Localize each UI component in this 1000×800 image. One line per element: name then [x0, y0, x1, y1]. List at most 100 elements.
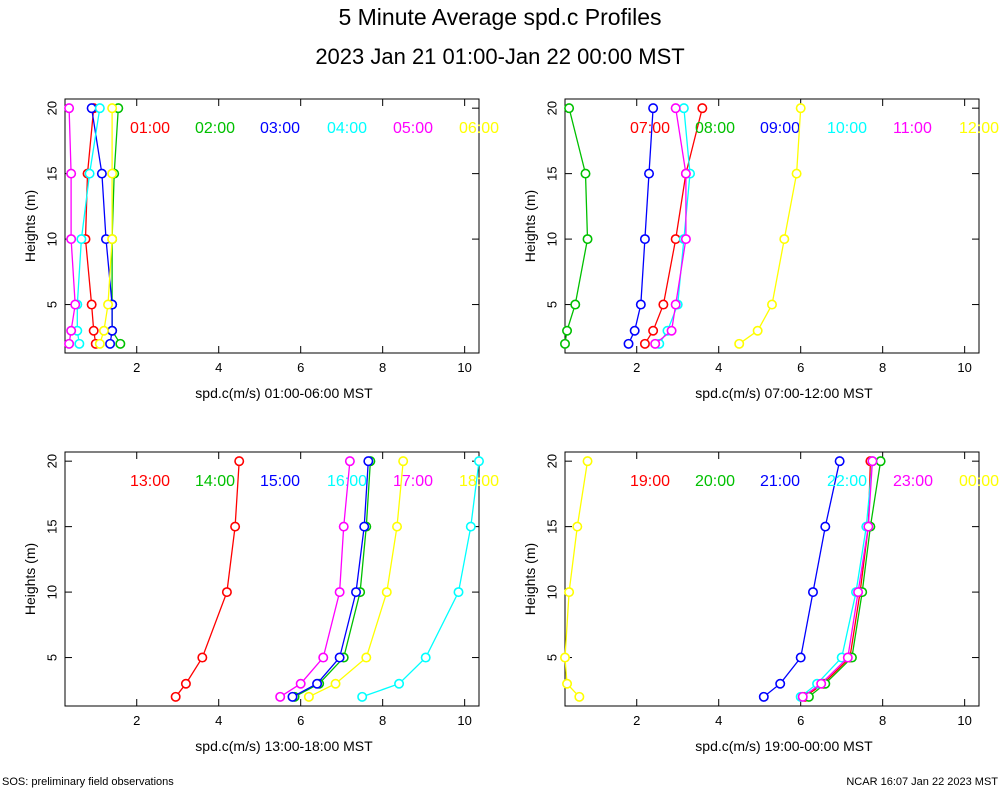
x-tick-label: 8 — [379, 360, 386, 375]
data-point-1800-h2 — [303, 691, 314, 702]
series-line-1100 — [654, 108, 687, 345]
legend-entry-1900: 19:00 — [630, 473, 670, 490]
data-point-0100-h3 — [88, 325, 99, 336]
data-point-0300-h2 — [105, 338, 116, 349]
legend-entry-0500: 05:00 — [393, 120, 433, 137]
data-point-2100-h3 — [775, 678, 786, 689]
x-tick-label: 10 — [957, 360, 971, 375]
data-point-1600-h5 — [420, 652, 431, 663]
data-point-1500-h2 — [287, 691, 298, 702]
chart-panel-3: 2 4 6 8 10 5 10 15 20 spd.c(m/s) 13:00-18:00 MST H… — [22, 451, 499, 754]
data-point-1800-h3 — [330, 678, 341, 689]
legend-entry-1500: 15:00 — [260, 473, 300, 490]
data-point-0700-h20 — [697, 103, 708, 114]
series-line-1600 — [361, 461, 480, 698]
data-point-1300-h15 — [230, 521, 241, 532]
data-point-1200-h3 — [752, 325, 763, 336]
data-point-1100-h15 — [680, 168, 691, 179]
data-point-1500-h20 — [363, 456, 374, 467]
y-tick-label: 20 — [544, 101, 559, 115]
x-tick-label: 10 — [457, 713, 471, 728]
data-point-0900-h15 — [644, 168, 655, 179]
legend-entry-2200: 22:00 — [827, 473, 867, 490]
series-line-1500 — [292, 461, 369, 698]
legend-entry-0800: 08:00 — [695, 120, 735, 137]
data-point-2000-h20 — [875, 456, 886, 467]
x-tick-label: 4 — [215, 360, 222, 375]
y-tick-label: 5 — [44, 301, 59, 308]
data-point-1600-h3 — [394, 678, 405, 689]
data-point-1000-h20 — [678, 103, 689, 114]
legend-entry-0300: 03:00 — [260, 120, 300, 137]
series-line-0000 — [564, 461, 589, 698]
data-point-0000-h20 — [582, 456, 593, 467]
x-axis-label: spd.c(m/s) 07:00-12:00 MST — [695, 385, 873, 401]
data-point-0500-h5 — [70, 299, 81, 310]
data-point-0900-h3 — [629, 325, 640, 336]
data-point-0100-h5 — [86, 299, 97, 310]
data-point-0800-h3 — [562, 325, 573, 336]
data-point-0700-h2 — [639, 338, 650, 349]
y-tick-label: 10 — [544, 585, 559, 599]
data-point-0800-h15 — [580, 168, 591, 179]
figure-title: 5 Minute Average spd.c Profiles — [338, 4, 662, 30]
data-point-0900-h2 — [623, 338, 634, 349]
data-point-0400-h15 — [84, 168, 95, 179]
data-point-0000-h5 — [559, 652, 570, 663]
legend-entry-1100: 11:00 — [893, 120, 932, 137]
data-point-1100-h10 — [680, 234, 691, 245]
legend-entry-0700: 07:00 — [630, 120, 670, 137]
y-tick-label: 10 — [44, 585, 59, 599]
data-point-1300-h5 — [197, 652, 208, 663]
data-point-0800-h20 — [564, 103, 575, 114]
data-point-1500-h10 — [351, 587, 362, 598]
data-point-0000-h15 — [572, 521, 583, 532]
data-point-0800-h2 — [559, 338, 570, 349]
x-tick-label: 2 — [633, 360, 640, 375]
x-tick-label: 6 — [797, 360, 804, 375]
data-point-0000-h10 — [564, 587, 575, 598]
y-tick-label: 10 — [544, 232, 559, 246]
x-tick-label: 8 — [879, 713, 886, 728]
data-point-1300-h20 — [234, 456, 245, 467]
legend-entry-2300: 23:00 — [893, 473, 933, 490]
legend-entry-0900: 09:00 — [760, 120, 800, 137]
data-point-1100-h20 — [670, 103, 681, 114]
data-point-0000-h2 — [574, 691, 585, 702]
legend-entry-1000: 10:00 — [827, 120, 867, 137]
legend-entry-0100: 01:00 — [130, 120, 170, 137]
footer-left-note: SOS: preliminary field observations — [2, 776, 174, 788]
data-point-1600-h10 — [453, 587, 464, 598]
data-point-1700-h2 — [275, 691, 286, 702]
data-point-1700-h15 — [338, 521, 349, 532]
y-axis-label: Heights (m) — [22, 543, 38, 615]
y-tick-label: 5 — [544, 654, 559, 661]
data-point-0900-h5 — [635, 299, 646, 310]
data-point-0500-h10 — [66, 234, 77, 245]
data-point-2300-h15 — [863, 521, 874, 532]
plot-frame — [564, 451, 980, 707]
y-axis-label: Heights (m) — [522, 543, 538, 615]
data-point-1500-h3 — [312, 678, 323, 689]
data-point-1200-h15 — [791, 168, 802, 179]
y-tick-label: 20 — [544, 454, 559, 468]
x-tick-label: 2 — [133, 360, 140, 375]
data-point-1300-h2 — [170, 691, 181, 702]
y-tick-label: 20 — [44, 454, 59, 468]
x-tick-label: 4 — [215, 713, 222, 728]
legend-entry-1800: 18:00 — [459, 473, 499, 490]
y-tick-label: 15 — [544, 519, 559, 533]
footer-right-note: NCAR 16:07 Jan 22 2023 MST — [846, 776, 998, 788]
legend-entry-0200: 02:00 — [195, 120, 235, 137]
data-point-0900-h10 — [639, 234, 650, 245]
data-point-0400-h10 — [76, 234, 87, 245]
data-point-1300-h10 — [221, 587, 232, 598]
x-tick-label: 4 — [715, 713, 722, 728]
data-point-0500-h20 — [64, 103, 75, 114]
series-line-1400 — [294, 461, 372, 698]
x-tick-label: 6 — [297, 360, 304, 375]
data-point-1800-h5 — [361, 652, 372, 663]
x-tick-label: 10 — [457, 360, 471, 375]
legend-entry-1400: 14:00 — [195, 473, 235, 490]
data-point-1600-h20 — [473, 456, 484, 467]
